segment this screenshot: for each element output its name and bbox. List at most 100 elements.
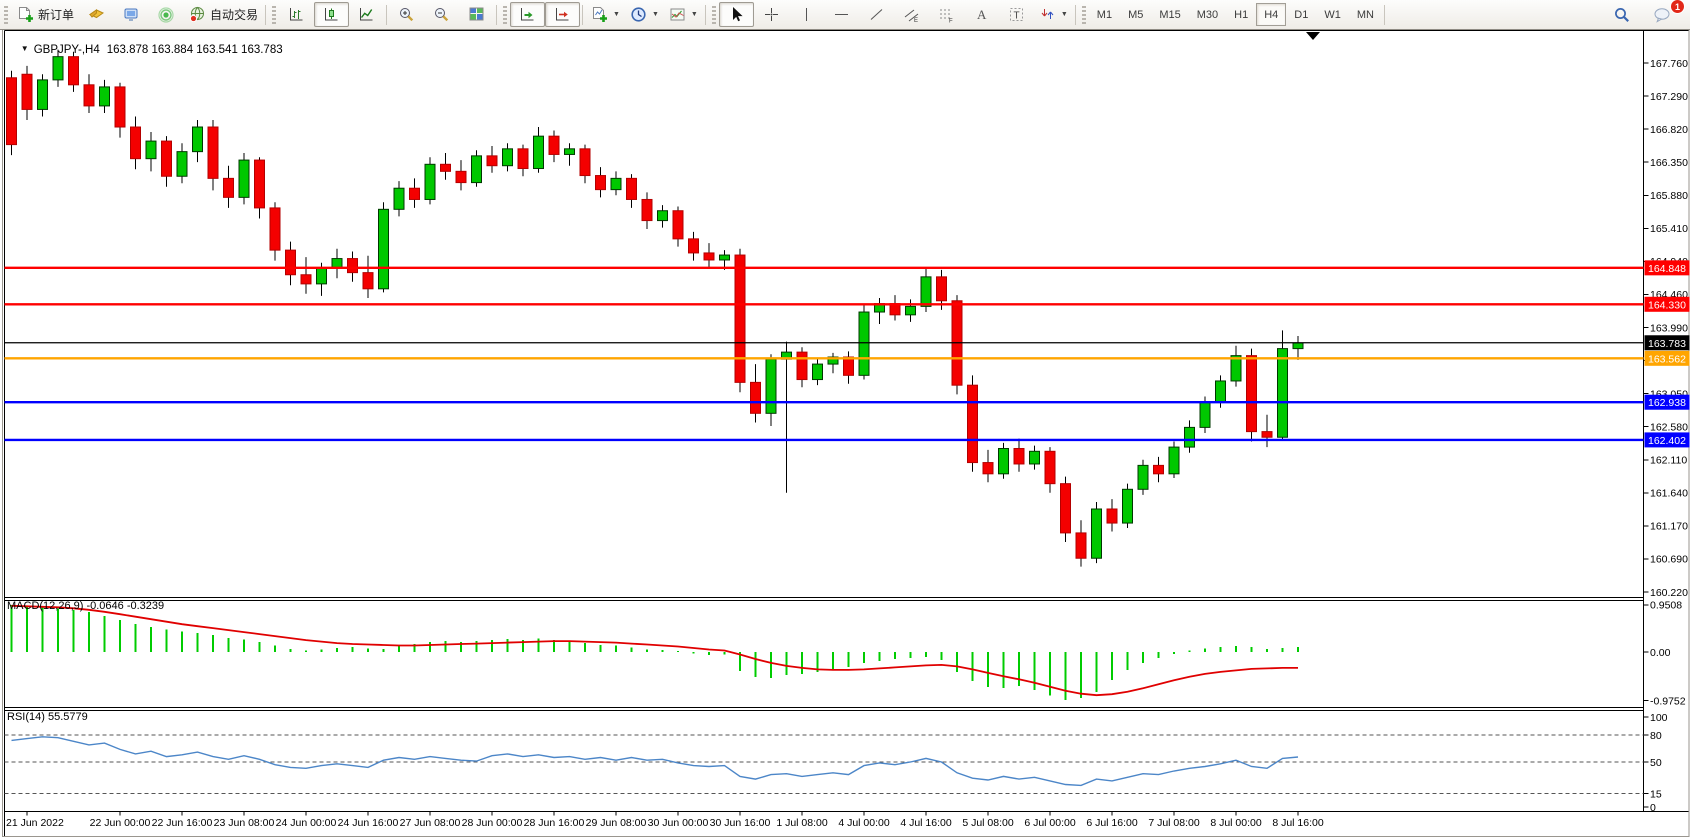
macd-axis[interactable]: 0.9508 0.00 -0.9752 <box>1643 600 1686 708</box>
line-chart-button[interactable] <box>349 2 384 27</box>
svg-text:8 Jul 00:00: 8 Jul 00:00 <box>1210 817 1262 829</box>
timeframe-h4-button[interactable]: H4 <box>1256 3 1287 26</box>
bar-chart-icon <box>290 8 303 21</box>
toolbar-drag-handle[interactable] <box>272 5 277 24</box>
toolbar-drag-handle[interactable] <box>503 5 508 24</box>
svg-text:8 Jul 16:00: 8 Jul 16:00 <box>1272 817 1324 829</box>
timeframe-m30-button[interactable]: M30 <box>1196 8 1219 21</box>
svg-text:6 Jul 00:00: 6 Jul 00:00 <box>1024 817 1076 829</box>
chart-shift-button[interactable] <box>545 2 581 27</box>
macd-indicator-label: MACD(12,26,9) -0.0646 -0.3239 <box>7 600 165 612</box>
auto-scroll-button[interactable] <box>510 2 546 27</box>
timeframe-d1-button[interactable]: D1 <box>1294 8 1309 21</box>
zoom-out-button[interactable] <box>424 2 459 27</box>
price-tag-162.402 <box>1644 432 1690 448</box>
templates-dropdown-arrow[interactable]: ▼ <box>690 11 698 18</box>
tile-windows-icon <box>469 7 484 21</box>
svg-text:22 Jun 16:00: 22 Jun 16:00 <box>152 817 213 829</box>
svg-text:23 Jun 08:00: 23 Jun 08:00 <box>214 817 275 829</box>
crosshair-icon <box>764 8 778 21</box>
zoom-in-button[interactable] <box>389 2 424 27</box>
timeframe-mn-button[interactable]: MN <box>1356 8 1374 21</box>
timeframe-w1-button[interactable]: W1 <box>1324 8 1341 21</box>
signals-button[interactable] <box>149 2 184 27</box>
timeframe-h1-button[interactable]: H1 <box>1234 8 1249 21</box>
tile-windows-button[interactable] <box>459 2 494 27</box>
svg-text:165.880: 165.880 <box>1650 190 1688 202</box>
svg-text:-0.9752: -0.9752 <box>1650 695 1686 707</box>
svg-text:0.9508: 0.9508 <box>1650 600 1682 612</box>
horizontal-line-tool-button[interactable] <box>824 2 859 27</box>
equidistant-channel-icon: E <box>904 9 919 23</box>
text-tool-button[interactable]: A <box>964 2 999 27</box>
line-chart-icon <box>360 8 373 21</box>
vertical-line-icon <box>805 8 807 21</box>
toolbar-separator <box>265 4 267 25</box>
timeframe-m5-button[interactable]: M5 <box>1128 8 1144 21</box>
arrows-tool-button[interactable]: ▼ <box>1034 2 1073 27</box>
trendline-tool-button[interactable] <box>859 2 894 27</box>
svg-text:160.220: 160.220 <box>1650 587 1688 599</box>
svg-text:160.690: 160.690 <box>1650 554 1688 566</box>
candlestick-chart-button[interactable] <box>314 2 350 27</box>
autotrading-button[interactable]: 自动交易 <box>184 2 263 27</box>
fibonacci-tool-button[interactable]: F <box>929 2 964 27</box>
svg-text:28 Jun 16:00: 28 Jun 16:00 <box>524 817 585 829</box>
price-tag-163.562 <box>1644 350 1690 366</box>
timeframe-m1-button[interactable]: M1 <box>1096 8 1113 21</box>
rsi-indicator-label: RSI(14) 55.5779 <box>7 711 88 723</box>
svg-text:162.402: 162.402 <box>1648 435 1686 447</box>
new-order-button[interactable]: 新订单 <box>11 2 79 27</box>
crosshair-tool-button[interactable] <box>754 2 789 27</box>
trendline-icon <box>870 9 883 20</box>
toolbar-separator <box>582 4 584 25</box>
toolbar-separator <box>704 4 706 25</box>
svg-text:167.290: 167.290 <box>1650 91 1688 103</box>
terminal-icon <box>124 8 138 21</box>
chart-dropdown-caret-icon[interactable]: ▼ <box>20 44 29 53</box>
templates-icon <box>670 8 685 21</box>
vertical-line-tool-button[interactable] <box>789 2 824 27</box>
periods-button[interactable]: ▼ <box>625 2 664 27</box>
notifications-button[interactable]: 1 <box>1645 0 1685 27</box>
toolbar-drag-handle[interactable] <box>4 5 8 24</box>
indicators-dropdown-arrow[interactable]: ▼ <box>613 11 620 18</box>
rsi-axis[interactable]: 100 80 50 15 0 <box>4 712 1668 814</box>
chart-title: ▼ GBPJPY-,H4 163.878 163.884 163.541 163.7… <box>8 32 283 68</box>
periods-clock-icon <box>631 7 646 22</box>
toolbar-drag-handle[interactable] <box>711 5 716 24</box>
svg-text:21 Jun 2022: 21 Jun 2022 <box>6 817 64 829</box>
bar-chart-button[interactable] <box>279 2 314 27</box>
zoom-in-icon <box>400 8 414 22</box>
time-axis[interactable]: 21 Jun 2022 22 Jun 00:00 22 Jun 16:00 23 Ju… <box>6 811 1324 830</box>
svg-text:22 Jun 00:00: 22 Jun 00:00 <box>90 817 151 829</box>
periods-dropdown-arrow[interactable]: ▼ <box>651 11 659 18</box>
svg-text:161.170: 161.170 <box>1650 521 1688 533</box>
equidistant-channel-tool-button[interactable]: E <box>894 2 929 27</box>
chart-shift-marker[interactable] <box>1306 32 1320 40</box>
candlestick-series <box>6 49 1304 567</box>
svg-text:4 Jul 16:00: 4 Jul 16:00 <box>900 817 952 829</box>
indicators-button[interactable]: ▼ <box>585 2 625 27</box>
text-label-tool-button[interactable]: T <box>999 2 1034 27</box>
new-order-label: 新订单 <box>38 8 75 22</box>
timeframe-m15-button[interactable]: M15 <box>1159 8 1181 21</box>
toolbar-separator <box>1074 4 1076 25</box>
svg-text:100: 100 <box>1650 712 1668 724</box>
terminal-button[interactable] <box>114 2 149 27</box>
svg-text:166.350: 166.350 <box>1650 157 1688 169</box>
templates-button[interactable]: ▼ <box>664 2 703 27</box>
svg-text:24 Jun 00:00: 24 Jun 00:00 <box>276 817 337 829</box>
search-button[interactable] <box>1604 2 1639 27</box>
svg-text:165.410: 165.410 <box>1650 223 1688 235</box>
journal-button[interactable] <box>79 2 114 27</box>
rsi-line <box>11 736 1299 787</box>
arrows-dropdown-arrow[interactable]: ▼ <box>1060 11 1068 18</box>
price-lines[interactable]: 164.848 164.330 163.783 163.562 162.938 162.4… <box>4 260 1690 448</box>
price-axis[interactable]: 167.760 167.290 166.820 166.350 165.880 165.4… <box>1643 58 1689 599</box>
toolbar-drag-handle[interactable] <box>1081 5 1086 24</box>
svg-text:162.580: 162.580 <box>1650 421 1688 433</box>
cursor-tool-button[interactable] <box>718 2 754 27</box>
